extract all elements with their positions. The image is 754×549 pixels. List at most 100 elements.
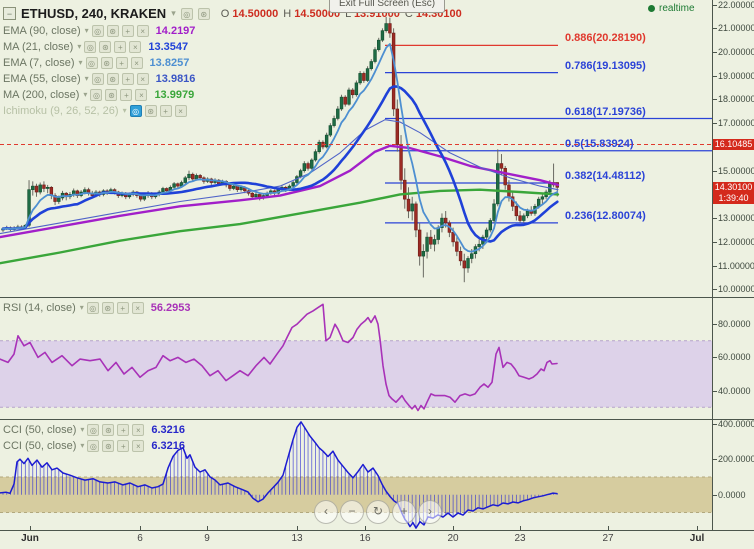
candle-body: [228, 184, 232, 189]
indicator-row-cci1: CCI (50, close) ▾ ◎ ⊛ + × 6.3216: [3, 439, 185, 452]
fib-level-label[interactable]: 0.236(12.80074): [565, 209, 646, 222]
plus-icon[interactable]: +: [115, 56, 128, 69]
close-icon[interactable]: ×: [136, 72, 149, 85]
eye-icon[interactable]: ◎: [91, 72, 104, 85]
indicator-label[interactable]: EMA (7, close): [3, 56, 75, 69]
chevron-right-icon[interactable]: ›: [418, 500, 442, 524]
indicator-label[interactable]: EMA (55, close): [3, 72, 81, 85]
close-icon[interactable]: ×: [130, 56, 143, 69]
plus-icon[interactable]: +: [117, 439, 130, 452]
candle-body: [302, 163, 307, 171]
chevron-down-icon[interactable]: ▾: [78, 58, 83, 67]
exit-fullscreen-button[interactable]: Exit Full Screen (Esc): [329, 0, 446, 13]
fib-level-label[interactable]: 0.786(19.13095): [565, 59, 646, 72]
axis-tick-label: 0.0000: [718, 489, 746, 500]
rsi-panel[interactable]: [0, 298, 713, 419]
price-scale[interactable]: 16.10485 14.30100 1:39:40 22.00000 21.000…: [713, 0, 754, 530]
gear-icon[interactable]: ⊛: [106, 24, 119, 37]
chevron-down-icon[interactable]: ▾: [84, 26, 89, 35]
panel-divider[interactable]: [0, 419, 754, 420]
axis-tick: [713, 423, 717, 425]
axis-tick: [713, 52, 717, 54]
fib-level-label[interactable]: 0.5(15.83924): [565, 137, 634, 150]
indicator-label[interactable]: MA (200, close): [3, 88, 80, 101]
gear-icon[interactable]: ⊛: [102, 423, 115, 436]
chevron-down-icon[interactable]: ▾: [77, 42, 82, 51]
indicator-label[interactable]: CCI (50, close): [3, 439, 77, 452]
eye-icon[interactable]: ◎: [86, 301, 99, 314]
chevron-down-icon[interactable]: ▾: [84, 74, 89, 83]
time-tick-label: 20: [447, 533, 459, 544]
chevron-down-icon[interactable]: ▾: [79, 303, 84, 312]
chevron-down-icon[interactable]: ▾: [171, 8, 176, 18]
eye-icon[interactable]: ◎: [84, 40, 97, 53]
zoom-out-icon[interactable]: −: [340, 500, 364, 524]
time-tick-label: Jul: [689, 533, 705, 544]
indicator-row-ichimoku5: Ichimoku (9, 26, 52, 26) ▾ ◎ ⊛ + ×: [3, 104, 187, 117]
eye-icon[interactable]: ◎: [129, 104, 142, 117]
candle-body: [369, 61, 373, 69]
reset-view-icon[interactable]: ↻: [366, 500, 390, 524]
axis-tick: [713, 494, 717, 496]
chevron-down-icon[interactable]: ▾: [80, 441, 85, 450]
eye-icon[interactable]: ◎: [91, 24, 104, 37]
symbol-title[interactable]: ETHUSD, 240, KRAKEN: [21, 6, 167, 21]
time-tick: [30, 526, 31, 530]
plus-icon[interactable]: +: [121, 24, 134, 37]
gear-icon[interactable]: ⊛: [100, 56, 113, 69]
axis-tick-label: 12.00000: [718, 236, 754, 247]
candle-body: [470, 253, 474, 259]
gear-icon[interactable]: ⊛: [102, 439, 115, 452]
time-tick-label: 27: [602, 533, 614, 544]
chevron-down-icon[interactable]: ▾: [83, 90, 88, 99]
main-chart-panel[interactable]: [0, 0, 713, 298]
plus-icon[interactable]: +: [121, 72, 134, 85]
chart-plot-area[interactable]: [0, 0, 713, 549]
indicator-label[interactable]: Ichimoku (9, 26, 52, 26): [3, 104, 119, 117]
candle-body: [324, 134, 329, 148]
candle-body: [417, 229, 422, 257]
indicator-label[interactable]: MA (21, close): [3, 40, 74, 53]
candle-body: [384, 23, 388, 31]
close-icon[interactable]: ×: [174, 104, 187, 117]
candle-body: [38, 184, 42, 193]
indicator-row-ema3: EMA (55, close) ▾ ◎ ⊛ + × 13.9816: [3, 72, 195, 85]
close-icon[interactable]: ×: [136, 24, 149, 37]
close-icon[interactable]: ×: [132, 423, 145, 436]
candle-body: [161, 188, 165, 193]
last-price-tag: 14.30100: [713, 181, 754, 193]
eye-icon[interactable]: ◎: [87, 423, 100, 436]
chevron-down-icon[interactable]: ▾: [80, 425, 85, 434]
plus-icon[interactable]: +: [120, 88, 133, 101]
eye-icon[interactable]: ◎: [87, 439, 100, 452]
gear-icon[interactable]: ⊛: [106, 72, 119, 85]
plus-icon[interactable]: +: [159, 104, 172, 117]
fib-level-label[interactable]: 0.886(20.28190): [565, 32, 646, 45]
chevron-down-icon[interactable]: ▾: [122, 106, 127, 115]
close-icon[interactable]: ×: [129, 40, 142, 53]
indicator-label[interactable]: CCI (50, close): [3, 423, 77, 436]
zoom-in-icon[interactable]: +: [392, 500, 416, 524]
panel-divider[interactable]: [0, 297, 754, 298]
chevron-left-icon[interactable]: ‹: [314, 500, 338, 524]
collapse-icon[interactable]: −: [3, 7, 16, 20]
gear-icon[interactable]: ⊛: [99, 40, 112, 53]
plus-icon[interactable]: +: [116, 301, 129, 314]
plus-icon[interactable]: +: [114, 40, 127, 53]
candle-body: [488, 220, 493, 231]
gear-icon[interactable]: ⊛: [105, 88, 118, 101]
eye-icon[interactable]: ◎: [90, 88, 103, 101]
eye-icon[interactable]: ◎: [180, 7, 193, 20]
fib-level-label[interactable]: 0.618(17.19736): [565, 105, 646, 118]
close-icon[interactable]: ×: [135, 88, 148, 101]
gear-icon[interactable]: ⊛: [144, 104, 157, 117]
gear-icon[interactable]: ⊛: [197, 7, 210, 20]
close-icon[interactable]: ×: [132, 439, 145, 452]
indicator-label[interactable]: RSI (14, close): [3, 301, 76, 314]
close-icon[interactable]: ×: [131, 301, 144, 314]
indicator-label[interactable]: EMA (90, close): [3, 24, 81, 37]
fib-level-label[interactable]: 0.382(14.48112): [565, 169, 646, 182]
plus-icon[interactable]: +: [117, 423, 130, 436]
eye-icon[interactable]: ◎: [85, 56, 98, 69]
gear-icon[interactable]: ⊛: [101, 301, 114, 314]
